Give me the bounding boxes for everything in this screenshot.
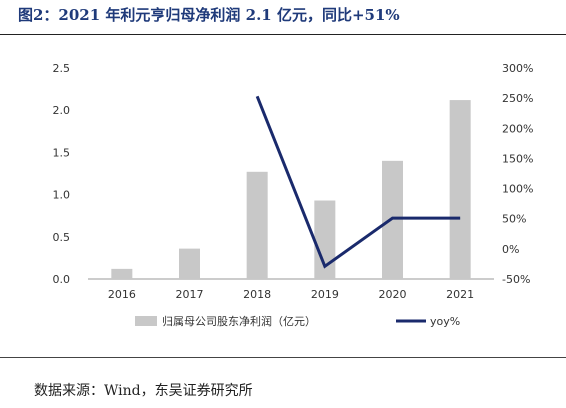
x-tick-label: 2018: [243, 288, 271, 301]
y-left-tick-label: 1.5: [53, 146, 71, 159]
top-rule: [0, 34, 566, 35]
source-note: 数据来源：Wind，东吴证券研究所: [34, 383, 253, 399]
x-tick-label: 2019: [311, 288, 339, 301]
x-tick-label: 2017: [176, 288, 204, 301]
x-tick-label: 2020: [379, 288, 407, 301]
y-left-tick-label: 0.5: [53, 231, 71, 244]
y-right-tick-label: 100%: [502, 183, 533, 196]
figure-title: 图2：2021 年利元亨归母净利润 2.1 亿元，同比+51%: [18, 6, 400, 24]
y-right-tick-label: 50%: [502, 213, 526, 226]
legend-label-bar: 归属母公司股东净利润（亿元）: [162, 314, 316, 328]
bar: [314, 200, 336, 279]
y-right-tick-label: 200%: [502, 122, 533, 135]
bar: [449, 100, 471, 280]
y-left-tick-label: 0.0: [53, 273, 71, 286]
y-left-tick-label: 2.0: [53, 104, 71, 117]
x-tick-label: 2021: [446, 288, 474, 301]
y-right-tick-label: 250%: [502, 92, 533, 105]
y-left-tick-label: 2.5: [53, 62, 71, 75]
x-tick-label: 2016: [108, 288, 136, 301]
y-right-tick-label: -50%: [502, 273, 530, 286]
legend-swatch-bar: [135, 316, 157, 326]
yoy-line: [255, 95, 461, 269]
y-right-tick-label: 150%: [502, 152, 533, 165]
y-right-tick-label: 0%: [502, 243, 519, 256]
legend-label-line: yoy%: [430, 315, 460, 328]
bar: [179, 248, 200, 279]
bottom-rule: [0, 357, 566, 358]
y-left-tick-label: 1.0: [53, 189, 71, 202]
y-right-tick-label: 300%: [502, 62, 533, 75]
bar: [111, 268, 133, 279]
bar: [246, 171, 268, 279]
